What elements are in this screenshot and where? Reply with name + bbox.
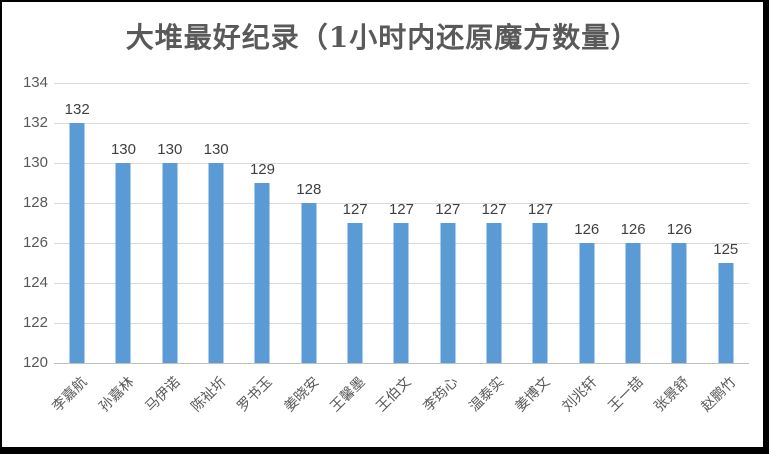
bar-slot: 126 刘兆轩 [559, 83, 610, 415]
bar [579, 243, 595, 363]
x-tick-label: 罗书玉 [234, 374, 276, 416]
bar-value-label: 129 [249, 161, 275, 178]
bar-value-label: 127 [527, 201, 553, 218]
bar-slot: 128 姜晓安 [281, 83, 332, 415]
x-tick-label: 李嘉航 [49, 374, 91, 416]
bar-value-label: 128 [296, 181, 322, 198]
x-tick-label: 李筠心 [420, 374, 462, 416]
bar-slot: 127 李筠心 [420, 83, 471, 415]
bar-value-label: 125 [713, 241, 739, 258]
bar-value-label: 132 [64, 101, 90, 118]
bar [440, 223, 456, 363]
x-tick-label: 王馨墨 [327, 374, 369, 416]
bar [393, 223, 409, 363]
gridline [54, 203, 749, 204]
x-tick-label: 陈祉圻 [188, 374, 230, 416]
x-tick-label: 王伯文 [373, 374, 415, 416]
gridline [54, 123, 749, 124]
bar [718, 263, 734, 363]
y-tick-label: 132 [22, 114, 48, 131]
bar-value-label: 126 [666, 221, 692, 238]
bar-slot: 132 李嘉航 [50, 83, 100, 415]
bar [301, 203, 317, 363]
bar-slot: 126 张景舒 [652, 83, 702, 415]
bar-slot: 127 姜博文 [513, 83, 563, 415]
x-tick-label: 王一喆 [605, 374, 647, 416]
bar [162, 163, 178, 363]
bar-slot: 127 温泰实 [467, 83, 517, 415]
y-tick-label: 130 [22, 154, 48, 171]
y-tick-label: 124 [22, 274, 48, 291]
plot-area: 132 李嘉航 130 孙嘉林 130 马伊诺 130 陈祉圻 129 罗书玉 128 姜晓安 127 王… [50, 83, 749, 415]
bar [486, 223, 502, 363]
bar [347, 223, 363, 363]
y-tick-label: 120 [22, 354, 48, 371]
bar-slot: 130 陈祉圻 [189, 83, 239, 415]
y-tick-label: 134 [22, 74, 48, 91]
gridline [54, 363, 749, 364]
x-tick-label: 马伊诺 [142, 374, 184, 416]
bar [625, 243, 641, 363]
bar-slot: 127 王伯文 [374, 83, 424, 415]
x-tick-label: 姜晓安 [281, 374, 323, 416]
bar-value-label: 127 [388, 201, 414, 218]
x-tick-label: 赵鹏竹 [698, 374, 740, 416]
x-tick-label: 姜博文 [512, 374, 554, 416]
bar-slot: 130 孙嘉林 [96, 83, 146, 415]
x-tick-label: 张景舒 [651, 374, 693, 416]
bar [69, 123, 85, 363]
bar [208, 163, 224, 363]
bars-container: 132 李嘉航 130 孙嘉林 130 马伊诺 130 陈祉圻 129 罗书玉 128 姜晓安 127 王… [50, 83, 749, 415]
chart-title: 大堆最好纪录（1小时内还原魔方数量） [125, 21, 640, 54]
bar [532, 223, 548, 363]
bar-value-label: 126 [620, 221, 646, 238]
y-tick-label: 126 [22, 234, 48, 251]
bar [254, 183, 270, 363]
bar [115, 163, 131, 363]
bar-slot: 126 王一喆 [606, 83, 656, 415]
bar-slot: 127 王馨墨 [328, 83, 378, 415]
x-tick-label: 孙嘉林 [95, 374, 137, 416]
y-tick-label: 122 [22, 314, 48, 331]
gridline [54, 163, 749, 164]
bar-value-label: 127 [342, 201, 368, 218]
bar-value-label: 127 [481, 201, 507, 218]
bar-slot: 130 马伊诺 [142, 83, 193, 415]
bar-slot: 125 赵鹏竹 [698, 83, 749, 415]
bar-slot: 129 罗书玉 [235, 83, 285, 415]
bar-value-label: 130 [157, 141, 183, 158]
gridline [54, 83, 749, 84]
y-tick-label: 128 [22, 194, 48, 211]
bar-value-label: 127 [435, 201, 461, 218]
bar-value-label: 126 [574, 221, 600, 238]
x-tick-label: 刘兆轩 [559, 374, 601, 416]
bar-value-label: 130 [110, 141, 136, 158]
x-tick-label: 温泰实 [466, 374, 508, 416]
bar [671, 243, 687, 363]
bar-value-label: 130 [203, 141, 229, 158]
